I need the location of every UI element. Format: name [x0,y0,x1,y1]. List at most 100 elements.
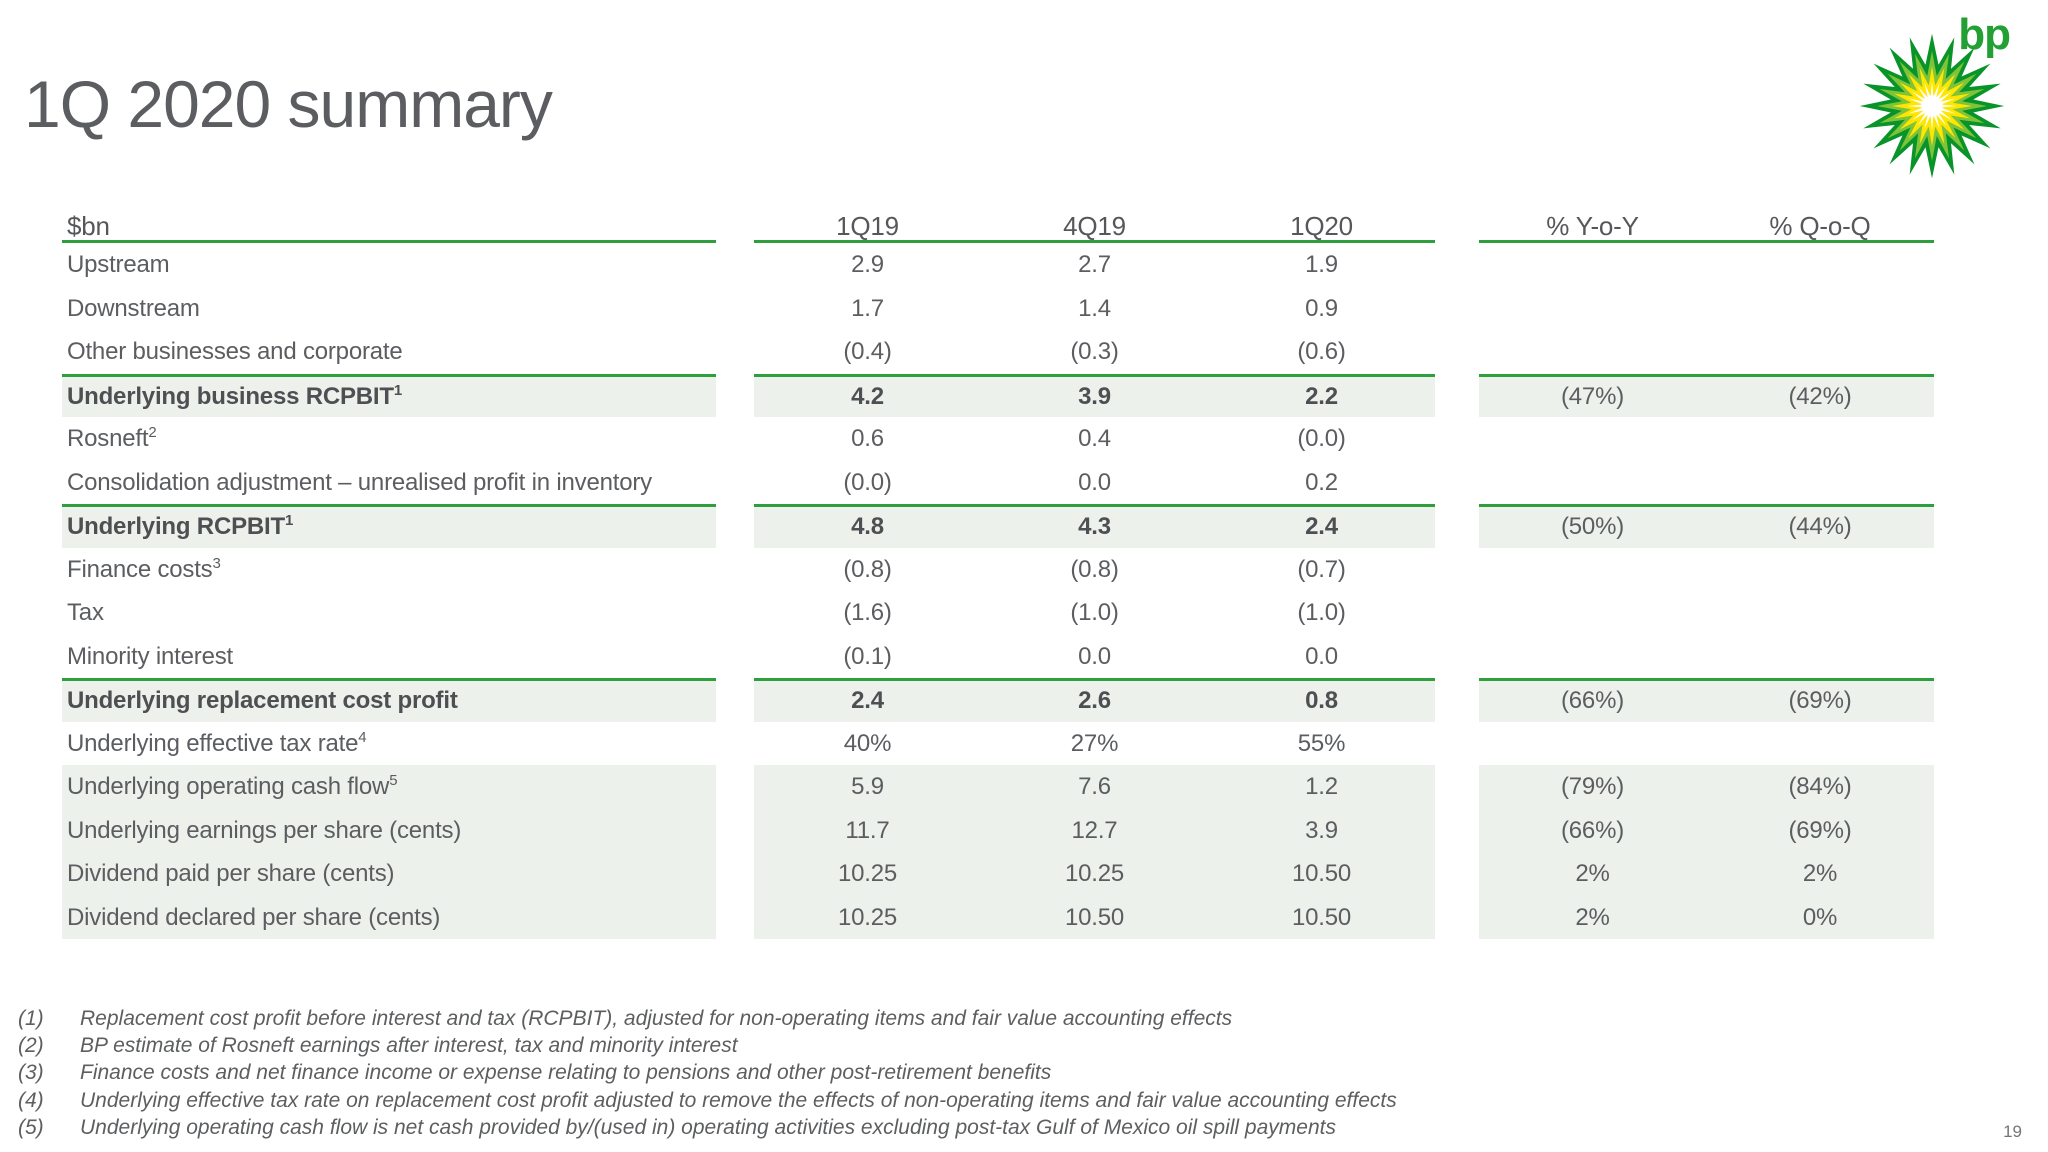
column-header-qoq: % Q-o-Q [1706,197,1934,243]
value-1q20: (0.0) [1297,425,1346,452]
row-gap [716,591,754,635]
value-yoy: (50%) [1479,504,1706,548]
row-label: Other businesses and corporate [67,338,403,365]
value-4q19: (1.0) [1070,599,1119,626]
value-1q19: 40% [843,729,892,757]
row-label: Tax [67,599,104,626]
footnote: (4) Underlying effective tax rate on rep… [18,1087,1998,1114]
row-label: Underlying replacement cost profit [62,678,716,722]
value-1q19: 5.9 [754,765,981,809]
value-yoy: 2% [1479,852,1706,896]
value-4q19: 4.3 [981,504,1208,548]
row-gap [1435,809,1479,853]
value-1q19: 11.7 [754,808,981,852]
value-1q19: (0.4) [843,338,892,365]
value-qoq [1706,330,1934,374]
row-gap [716,287,754,331]
value-1q20: 3.9 [1208,808,1435,852]
footnote-text: Underlying effective tax rate on replace… [80,1088,1397,1112]
value-1q20: 0.8 [1208,678,1435,722]
value-qoq [1706,287,1934,331]
value-1q20: 10.50 [1208,852,1435,896]
value-1q20: 2.2 [1208,373,1435,417]
row-gap [716,243,754,287]
financial-summary-table: $bn 1Q19 4Q19 1Q20 % Y-o-Y % Q-o-Q Upstr… [62,197,1934,939]
footnote-text: BP estimate of Rosneft earnings after in… [80,1034,738,1058]
row-label: Underlying earnings per share (cents) [62,808,716,852]
footnote-text: Replacement cost profit before interest … [80,1007,1233,1030]
value-qoq [1706,591,1934,635]
value-qoq: (69%) [1706,678,1934,722]
footnotes: (1) Replacement cost profit before inter… [18,1005,1998,1141]
row-label: Rosneft2 [67,424,157,452]
value-yoy [1479,417,1706,461]
value-4q19: 1.4 [1078,294,1111,322]
row-gap [1435,678,1479,722]
row-gap [1435,548,1479,592]
row-label: Dividend paid per share (cents) [62,852,716,896]
value-1q19: 10.25 [754,895,981,939]
row-gap [1435,765,1479,809]
row-gap [1435,374,1479,418]
value-1q20: 55% [1297,729,1346,757]
column-header-unit: $bn [62,197,716,243]
column-header-1q20: 1Q20 [1208,197,1435,243]
value-1q20: (1.0) [1297,599,1346,626]
row-gap [716,765,754,809]
value-qoq: (44%) [1706,504,1934,548]
row-gap [1435,243,1479,287]
value-1q19: 10.25 [754,852,981,896]
value-qoq [1706,461,1934,505]
value-4q19: (0.8) [1070,555,1119,583]
row-gap [716,504,754,548]
column-header-yoy: % Y-o-Y [1479,197,1706,243]
value-1q20: 10.50 [1208,895,1435,939]
bp-logo: bp [1854,10,2024,182]
row-gap [716,722,754,766]
value-1q19: 4.2 [754,373,981,417]
row-gap [1435,330,1479,374]
value-yoy: 2% [1479,895,1706,939]
header-gap [716,197,754,243]
value-qoq [1706,548,1934,592]
value-4q19: 27% [1070,729,1119,757]
value-qoq: (84%) [1706,765,1934,809]
row-gap [1435,896,1479,940]
footnote: (3) Finance costs and net finance income… [18,1059,1998,1086]
footnote-number: (4) [18,1088,44,1112]
row-label: Consolidation adjustment – unrealised pr… [67,468,652,496]
bp-helios-icon [1859,33,2005,179]
value-1q19: (0.0) [843,468,892,496]
footnote-number: (1) [18,1007,44,1030]
value-4q19: 2.6 [981,678,1208,722]
value-qoq [1706,722,1934,766]
row-gap [1435,417,1479,461]
row-label: Underlying business RCPBIT1 [62,373,716,417]
value-1q20: 2.4 [1208,504,1435,548]
header-gap [1435,197,1479,243]
value-yoy [1479,591,1706,635]
value-1q20: 0.2 [1305,468,1338,496]
value-qoq [1706,417,1934,461]
row-gap [1435,461,1479,505]
value-4q19: 0.4 [1078,425,1111,452]
row-gap [1435,591,1479,635]
page-title: 1Q 2020 summary [24,67,553,141]
value-1q20: (0.6) [1297,338,1346,365]
value-qoq: 0% [1706,895,1934,939]
footnote: (5) Underlying operating cash flow is ne… [18,1114,1998,1141]
row-gap [1435,287,1479,331]
row-label: Underlying operating cash flow5 [62,765,716,809]
value-1q19: 4.8 [754,504,981,548]
value-1q20: (0.7) [1297,555,1346,583]
row-label: Upstream [67,251,170,278]
row-gap [1435,635,1479,679]
row-label: Underlying effective tax rate4 [67,728,367,757]
value-1q20: 1.2 [1208,765,1435,809]
value-4q19: 0.0 [1078,642,1111,670]
value-1q20: 1.9 [1305,251,1338,278]
row-gap [716,417,754,461]
row-label: Minority interest [67,642,233,670]
value-qoq: (42%) [1706,373,1934,417]
value-yoy [1479,722,1706,766]
